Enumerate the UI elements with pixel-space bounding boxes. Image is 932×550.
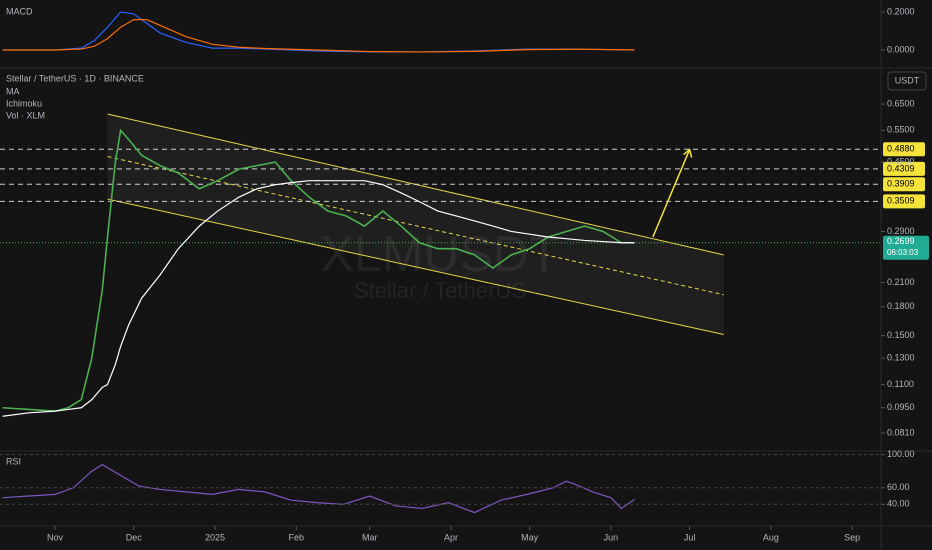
indicator-ma: MA <box>6 86 20 96</box>
series-line <box>2 128 635 412</box>
last-price-badge <box>883 235 929 260</box>
rsi-title: RSI <box>6 456 21 466</box>
level-badge <box>883 177 925 192</box>
series-line <box>2 463 635 514</box>
x-tick-label: May <box>521 532 539 542</box>
y-tick-label: 0.1500 <box>887 330 915 340</box>
y-tick-label: 40.00 <box>887 499 910 509</box>
arrow <box>652 149 691 238</box>
y-tick-label: 60.00 <box>887 482 910 492</box>
y-tick-label: 100.00 <box>887 449 915 459</box>
channel-line <box>107 198 724 336</box>
series-line <box>2 19 635 53</box>
y-tick-label: 0.1100 <box>887 379 914 389</box>
macd-title: MACD <box>6 6 33 16</box>
level-badge <box>883 161 925 176</box>
countdown: 06:03:03 <box>887 248 919 257</box>
unit-box[interactable] <box>887 71 927 91</box>
level-label: 0.4309 <box>887 163 915 173</box>
level-label: 0.3509 <box>887 196 915 206</box>
y-tick-label: 0.1300 <box>887 353 915 363</box>
x-tick-label: Sep <box>844 532 860 542</box>
y-tick-label: 0.2900 <box>887 226 915 236</box>
x-tick-label: Jun <box>604 532 619 542</box>
level-badge <box>883 194 925 209</box>
y-tick-label: 0.1800 <box>887 301 915 311</box>
y-tick-label: 0.0950 <box>887 402 915 412</box>
x-tick-label: Apr <box>444 532 458 542</box>
level-label: 0.4880 <box>887 144 915 154</box>
x-tick-label: Jul <box>684 532 696 542</box>
symbol-title: Stellar / TetherUS · 1D · BINANCE <box>6 73 144 83</box>
channel-mid <box>107 156 724 296</box>
last-price-label: 0.2699 <box>887 236 915 246</box>
unit-label[interactable]: USDT <box>895 75 920 85</box>
y-tick-label: 0.0810 <box>887 427 915 437</box>
y-tick-label: 0.5500 <box>887 125 915 135</box>
x-tick-label: 2025 <box>205 532 225 542</box>
x-tick-label: Mar <box>362 532 378 542</box>
x-tick-label: Feb <box>289 532 305 542</box>
level-badge <box>883 142 925 157</box>
indicator-ichimoku: Ichimoku <box>6 98 42 108</box>
series-line <box>2 180 635 417</box>
arrow-head <box>683 148 693 158</box>
level-label: 0.3909 <box>887 179 915 189</box>
x-tick-label: Aug <box>763 532 779 542</box>
y-tick-label: 0.4500 <box>887 156 915 166</box>
x-tick-label: Dec <box>126 532 143 542</box>
y-tick-label: 0.0000 <box>887 44 915 54</box>
y-tick-label: 0.2000 <box>887 6 915 16</box>
indicator-volume: Vol · XLM <box>6 110 45 120</box>
watermark-name: Stellar / TetherUS <box>354 278 526 303</box>
x-tick-label: Nov <box>47 532 64 542</box>
y-tick-label: 0.6500 <box>887 98 915 108</box>
y-tick-label: 0.2100 <box>887 277 915 287</box>
